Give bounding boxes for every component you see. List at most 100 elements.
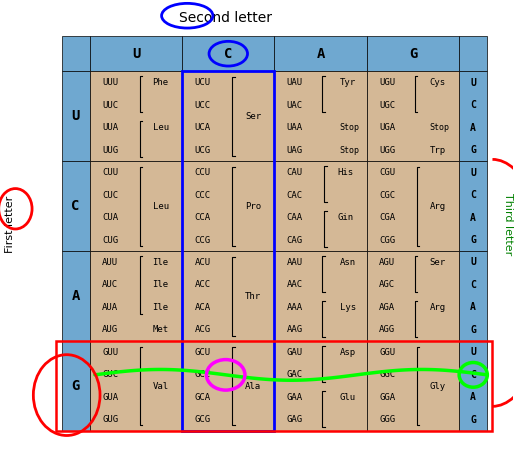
Text: A: A	[470, 212, 476, 223]
Bar	[274, 71, 367, 161]
Bar	[62, 251, 90, 341]
Text: CUU: CUU	[102, 168, 118, 177]
Text: Thr: Thr	[245, 292, 261, 301]
Bar	[90, 71, 182, 161]
Text: CAU: CAU	[287, 168, 303, 177]
Text: G: G	[409, 47, 417, 61]
Bar	[182, 36, 274, 71]
Text: CAG: CAG	[287, 236, 303, 245]
Text: Stop: Stop	[430, 123, 450, 132]
Text: UGG: UGG	[379, 145, 395, 154]
Bar	[182, 71, 274, 161]
Text: UCG: UCG	[194, 145, 211, 154]
Text: GCU: GCU	[194, 348, 211, 357]
Text: A: A	[470, 392, 476, 402]
Text: GAA: GAA	[287, 393, 303, 402]
Text: C: C	[470, 190, 476, 200]
Text: Cys: Cys	[430, 78, 446, 87]
Text: UUA: UUA	[102, 123, 118, 132]
Text: C: C	[470, 280, 476, 290]
Bar	[182, 71, 274, 431]
Text: CCG: CCG	[194, 236, 211, 245]
Text: Leu: Leu	[153, 123, 169, 132]
Text: First letter: First letter	[5, 196, 15, 253]
Text: ACG: ACG	[194, 326, 211, 335]
Text: CAA: CAA	[287, 213, 303, 222]
Text: CGU: CGU	[379, 168, 395, 177]
Text: A: A	[71, 289, 80, 303]
Text: Ile: Ile	[153, 258, 169, 267]
Text: U: U	[71, 110, 80, 123]
Text: CCC: CCC	[194, 190, 211, 199]
Bar	[367, 161, 459, 251]
Text: GCA: GCA	[194, 393, 211, 402]
Text: AGA: AGA	[379, 303, 395, 312]
Text: G: G	[470, 415, 476, 425]
Text: Arg: Arg	[430, 303, 446, 312]
Text: A: A	[470, 123, 476, 132]
Text: U: U	[470, 348, 476, 357]
Text: CCU: CCU	[194, 168, 211, 177]
Text: Ser: Ser	[245, 112, 261, 121]
Text: UGC: UGC	[379, 101, 395, 110]
Text: CGC: CGC	[379, 190, 395, 199]
Text: Stop: Stop	[340, 145, 360, 154]
Text: GUA: GUA	[102, 393, 118, 402]
Text: GAU: GAU	[287, 348, 303, 357]
Text: Gly: Gly	[430, 382, 446, 391]
Text: G: G	[71, 379, 80, 393]
Text: UAA: UAA	[287, 123, 303, 132]
Bar	[90, 341, 182, 431]
Bar	[459, 251, 487, 341]
Text: UGA: UGA	[379, 123, 395, 132]
Bar	[62, 71, 90, 161]
Text: Ser: Ser	[430, 258, 446, 267]
Text: C: C	[71, 199, 80, 213]
Text: U: U	[470, 257, 476, 268]
Bar	[182, 161, 274, 251]
Text: GGC: GGC	[379, 370, 395, 379]
Bar	[62, 161, 90, 251]
Bar	[459, 161, 487, 251]
Bar	[90, 251, 182, 341]
Text: GCG: GCG	[194, 415, 211, 424]
Text: C: C	[470, 370, 476, 380]
Text: GGA: GGA	[379, 393, 395, 402]
Text: CUC: CUC	[102, 190, 118, 199]
Text: CAC: CAC	[287, 190, 303, 199]
Text: ACA: ACA	[194, 303, 211, 312]
Bar	[182, 251, 274, 341]
Text: Leu: Leu	[153, 202, 169, 211]
Text: Lys: Lys	[340, 303, 356, 312]
Text: CGA: CGA	[379, 213, 395, 222]
Bar	[62, 341, 90, 431]
Text: Ala: Ala	[245, 382, 261, 391]
Bar	[274, 341, 367, 431]
Text: AGC: AGC	[379, 281, 395, 290]
Text: Pro: Pro	[245, 202, 261, 211]
Bar	[274, 36, 367, 71]
Text: AAC: AAC	[287, 281, 303, 290]
Text: AAA: AAA	[287, 303, 303, 312]
Text: G: G	[470, 325, 476, 335]
Text: AUG: AUG	[102, 326, 118, 335]
Text: CCA: CCA	[194, 213, 211, 222]
Bar	[274, 251, 367, 341]
Text: UGU: UGU	[379, 78, 395, 87]
Text: GUG: GUG	[102, 415, 118, 424]
Text: AGG: AGG	[379, 326, 395, 335]
Text: Arg: Arg	[430, 202, 446, 211]
Text: Phe: Phe	[153, 78, 169, 87]
Text: UAC: UAC	[287, 101, 303, 110]
Text: C: C	[470, 100, 476, 110]
Text: GUC: GUC	[102, 370, 118, 379]
Bar	[367, 341, 459, 431]
Text: U: U	[132, 47, 140, 61]
Text: G: G	[470, 235, 476, 245]
Text: Asp: Asp	[340, 348, 356, 357]
Text: AAG: AAG	[287, 326, 303, 335]
Text: Tyr: Tyr	[340, 78, 356, 87]
Text: CUG: CUG	[102, 236, 118, 245]
Text: UCU: UCU	[194, 78, 211, 87]
Text: UCA: UCA	[194, 123, 211, 132]
